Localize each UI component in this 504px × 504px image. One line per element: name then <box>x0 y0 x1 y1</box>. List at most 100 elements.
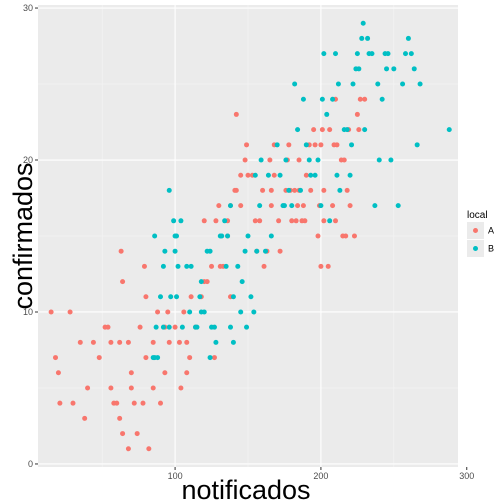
x-tick-label: 100 <box>168 471 183 481</box>
data-point-a <box>108 385 114 391</box>
data-point-b <box>388 157 394 163</box>
data-point-b <box>252 172 258 178</box>
data-point-a <box>300 203 306 209</box>
data-point-a <box>330 203 336 209</box>
data-point-a <box>238 172 244 178</box>
data-point-a <box>120 279 126 285</box>
data-point-b <box>171 218 177 224</box>
data-point-b <box>384 66 390 72</box>
data-point-b <box>238 309 244 315</box>
data-point-b <box>274 142 280 148</box>
x-tick-label: 300 <box>459 471 474 481</box>
y-axis: 0 10 20 30 <box>23 3 38 469</box>
data-point-b <box>244 324 250 330</box>
data-point-a <box>276 218 282 224</box>
data-point-b <box>335 81 341 87</box>
data-point-b <box>251 309 257 315</box>
data-points <box>48 20 452 452</box>
data-point-b <box>228 203 233 209</box>
major-gridlines <box>38 5 468 467</box>
data-point-a <box>96 355 102 361</box>
data-point-a <box>70 400 76 406</box>
data-point-b <box>289 203 295 209</box>
data-point-b <box>300 96 306 102</box>
data-point-b <box>207 355 213 361</box>
data-point-b <box>239 279 245 285</box>
data-point-a <box>312 142 318 148</box>
data-point-a <box>311 127 317 133</box>
data-point-b <box>369 51 375 57</box>
data-point-a <box>176 339 182 345</box>
data-point-b <box>344 127 350 133</box>
data-point-a <box>57 400 63 406</box>
data-point-a <box>143 355 149 361</box>
data-point-a <box>209 263 215 269</box>
data-point-a <box>296 157 302 163</box>
data-point-a <box>327 127 333 133</box>
data-point-a <box>181 309 187 315</box>
data-point-b <box>211 324 217 330</box>
data-point-b <box>411 66 417 72</box>
data-point-a <box>108 339 114 345</box>
data-point-a <box>292 187 298 193</box>
data-point-a <box>268 187 274 193</box>
data-point-a <box>165 309 171 315</box>
data-point-b <box>337 187 343 193</box>
data-point-b <box>292 81 298 87</box>
data-point-a <box>141 263 147 269</box>
data-point-a <box>321 187 327 193</box>
data-point-b <box>315 157 321 163</box>
data-point-a <box>334 142 340 148</box>
data-point-b <box>179 324 185 330</box>
y-tick-label: 30 <box>23 3 33 13</box>
data-point-b <box>230 294 236 300</box>
data-point-b <box>225 233 231 239</box>
data-point-a <box>238 203 244 209</box>
data-point-b <box>254 248 260 254</box>
data-point-a <box>128 385 134 391</box>
data-point-b <box>175 263 181 269</box>
data-point-a <box>146 446 152 452</box>
data-point-a <box>293 218 299 224</box>
data-point-b <box>414 142 420 148</box>
data-point-a <box>341 157 347 163</box>
data-point-b <box>375 81 381 87</box>
data-point-b <box>160 263 166 269</box>
legend-title: local <box>467 210 488 221</box>
data-point-a <box>319 127 325 133</box>
data-point-a <box>303 172 309 178</box>
data-point-b <box>194 324 200 330</box>
data-point-b <box>347 172 353 178</box>
data-point-b <box>168 294 174 300</box>
data-point-a <box>118 248 124 254</box>
data-point-a <box>351 233 357 239</box>
data-point-b <box>242 248 248 254</box>
data-point-b <box>184 263 190 269</box>
data-point-b <box>281 203 287 209</box>
data-point-a <box>150 339 156 345</box>
data-point-b <box>230 339 236 345</box>
data-point-a <box>318 263 324 269</box>
data-point-a <box>343 233 349 239</box>
data-point-b <box>319 96 325 102</box>
data-point-a <box>318 142 324 148</box>
data-point-a <box>261 263 267 269</box>
x-axis: 100 200 300 <box>168 467 474 481</box>
data-point-a <box>150 385 156 391</box>
x-axis-title: notificados <box>181 475 310 504</box>
data-point-a <box>286 142 292 148</box>
data-point-b <box>219 233 225 239</box>
data-point-a <box>268 203 274 209</box>
data-point-b <box>198 279 204 285</box>
data-point-b <box>349 142 355 148</box>
data-point-a <box>252 218 258 224</box>
data-point-a <box>125 446 131 452</box>
data-point-b <box>333 51 338 57</box>
data-point-a <box>117 339 123 345</box>
data-point-a <box>140 400 146 406</box>
data-point-a <box>245 172 251 178</box>
data-point-b <box>187 309 193 315</box>
data-point-b <box>379 96 385 102</box>
data-point-b <box>153 324 159 330</box>
